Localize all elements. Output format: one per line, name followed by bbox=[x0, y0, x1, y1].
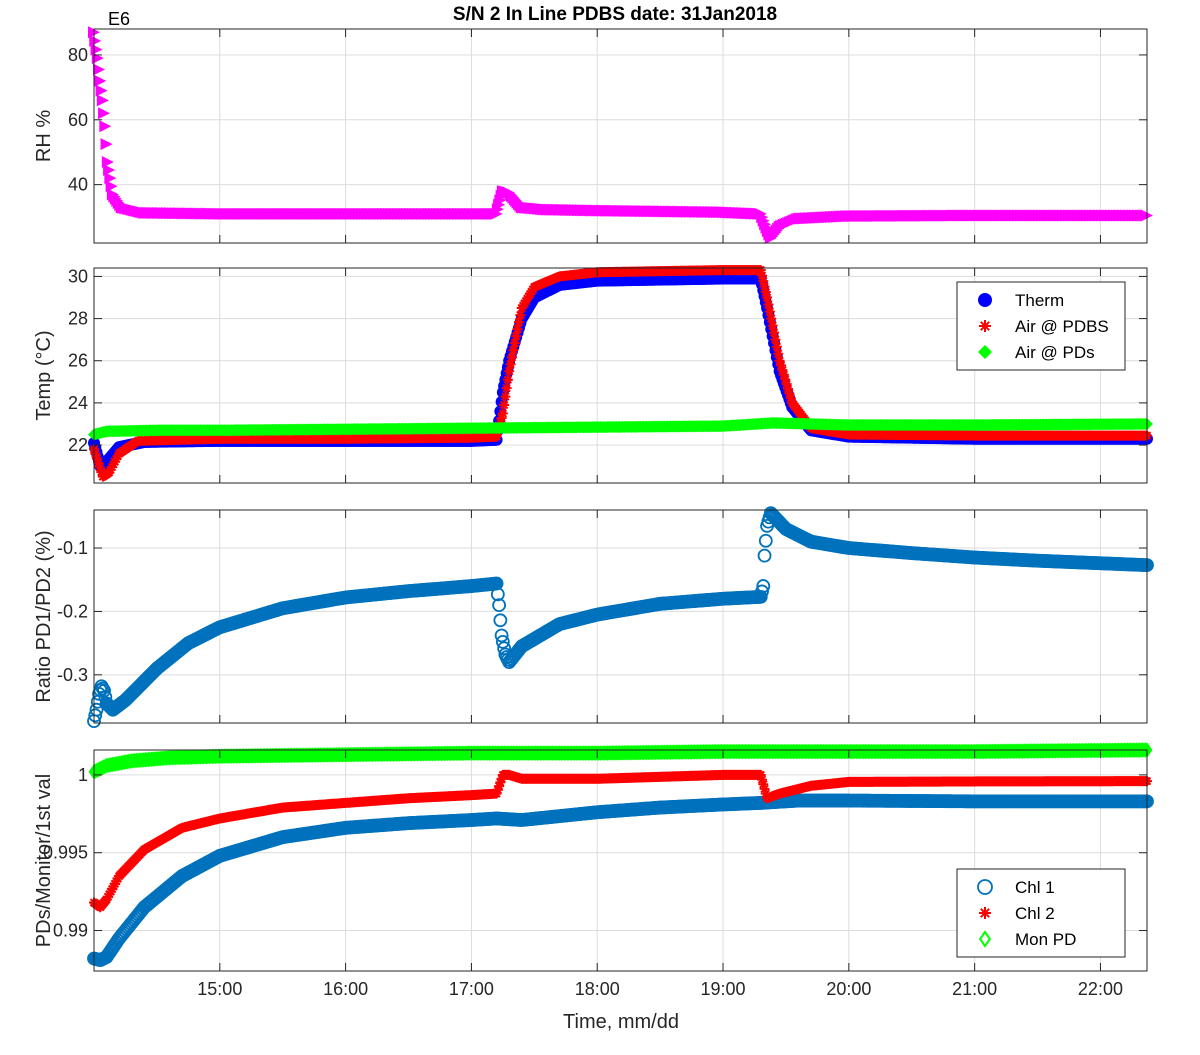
data-point bbox=[763, 300, 773, 310]
legend-label: Air @ PDs bbox=[1015, 343, 1095, 362]
y-tick-label: 80 bbox=[68, 45, 88, 65]
y-tick-label: 22 bbox=[68, 435, 88, 455]
y-tick-label: 26 bbox=[68, 351, 88, 371]
y-tick-label: -0.3 bbox=[57, 665, 88, 685]
data-point bbox=[514, 317, 524, 327]
x-axis-label: Time, mm/dd bbox=[563, 1011, 679, 1033]
data-point bbox=[772, 342, 782, 352]
data-point bbox=[762, 293, 772, 303]
data-point bbox=[768, 321, 778, 331]
data-point bbox=[766, 314, 776, 324]
panel-2: 22 24 26 28 30 Temp (°C) Therm Air @ PDBS Air @ … bbox=[33, 265, 1153, 483]
data-point bbox=[513, 324, 523, 334]
y-tick-label: -0.2 bbox=[57, 601, 88, 621]
data-point bbox=[502, 383, 512, 393]
data-point bbox=[499, 400, 509, 410]
y-tick-label: 30 bbox=[68, 266, 88, 286]
data-point bbox=[508, 345, 518, 355]
data-point bbox=[511, 331, 521, 341]
legend-marker bbox=[979, 320, 991, 332]
y-tick-label: -0.1 bbox=[57, 538, 88, 558]
legend-label: Therm bbox=[1015, 291, 1064, 310]
legend: Therm Air @ PDBS Air @ PDs bbox=[957, 282, 1125, 370]
data-point bbox=[515, 310, 525, 320]
y-axis-label: Ratio PD1/PD2 (%) bbox=[33, 530, 55, 702]
data-point bbox=[510, 338, 520, 348]
data-point bbox=[504, 366, 514, 376]
legend-marker bbox=[978, 293, 992, 307]
y-axis-label: Temp (°C) bbox=[33, 330, 55, 420]
y-tick-label: 28 bbox=[68, 309, 88, 329]
data-point bbox=[503, 375, 513, 385]
data-point bbox=[498, 408, 508, 418]
data-point bbox=[773, 349, 783, 359]
panels-layer: 40 60 80 RH % E6 22 24 26 28 30 Temp (°C) Therm Air … bbox=[33, 9, 1153, 999]
panel-1: 40 60 80 RH % E6 bbox=[33, 9, 1153, 244]
y-tick-label: 60 bbox=[68, 110, 88, 130]
data-point bbox=[765, 307, 775, 317]
data-point bbox=[500, 392, 510, 402]
y-tick-label: 24 bbox=[68, 393, 88, 413]
data-point bbox=[507, 352, 517, 362]
annotation-label: E6 bbox=[108, 9, 130, 29]
data-point bbox=[769, 328, 779, 338]
data-point bbox=[506, 359, 516, 369]
y-tick-label: 40 bbox=[68, 175, 88, 195]
legend-label: Air @ PDBS bbox=[1015, 317, 1109, 336]
chart-title: S/N 2 In Line PDBS date: 31Jan2018 bbox=[453, 4, 777, 25]
y-axis-label: RH % bbox=[33, 110, 55, 162]
data-point bbox=[770, 335, 780, 345]
